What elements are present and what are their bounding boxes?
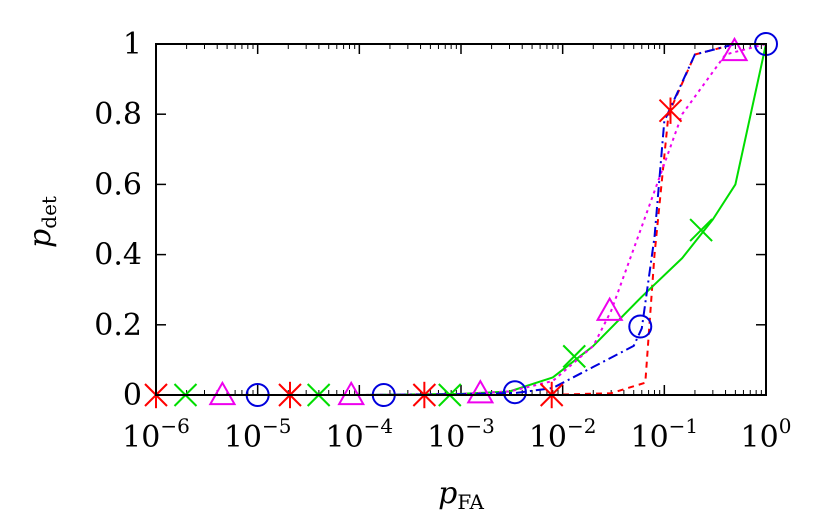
- marker-x: [689, 218, 713, 242]
- marker-x-stroke: [689, 218, 713, 242]
- y-tick-label: 0.6: [94, 167, 142, 202]
- marker-star: [658, 97, 683, 124]
- marker-triangle: [595, 296, 624, 321]
- x-tick-label: 10−2: [529, 414, 597, 455]
- markers-layer: [144, 32, 778, 409]
- x-tick-label-exp: −5: [262, 414, 291, 438]
- x-tick-label-base: 10: [325, 420, 363, 455]
- y-tick-label: 0: [123, 378, 142, 413]
- x-tick-label-exp: −3: [465, 414, 494, 438]
- y-tick-label: 0.4: [94, 238, 142, 273]
- series-layer: [156, 43, 767, 396]
- marker-triangle-shape: [466, 379, 495, 404]
- marker-triangle-shape: [720, 36, 749, 62]
- series-line-star: [156, 43, 766, 396]
- y-tick-label: 0.8: [94, 97, 142, 132]
- x-axis-label: pFA: [438, 476, 484, 514]
- marker-x: [562, 344, 586, 369]
- marker-triangle-shape: [595, 296, 624, 321]
- marker-triangle: [337, 380, 366, 406]
- marker-triangle: [466, 379, 495, 404]
- y-axis-label-base: p: [23, 229, 58, 248]
- marker-triangle: [208, 380, 237, 406]
- x-axis-label-base: p: [438, 476, 457, 511]
- x-tick-label-exp: −1: [669, 414, 698, 438]
- x-tick-label-exp: −4: [364, 414, 393, 438]
- x-tick-label-base: 10: [224, 420, 262, 455]
- x-tick-label-exp: −6: [160, 414, 189, 438]
- labels-layer: 10−6 10−5 10−4 10−3 10−2 10−1 10000.20.40.60.8…: [23, 27, 791, 514]
- marker-x-stroke: [562, 344, 586, 369]
- x-tick-label: 100: [741, 414, 792, 455]
- marker-triangle-shape: [337, 380, 366, 406]
- y-tick-label: 1: [123, 27, 142, 62]
- marker-circle-shape: [628, 314, 653, 339]
- marker-circle: [628, 314, 653, 339]
- x-tick-label: 10−1: [630, 414, 698, 455]
- marker-triangle-shape: [208, 380, 237, 406]
- x-tick-label: 10−5: [224, 414, 292, 455]
- x-tick-label-exp: 0: [779, 414, 792, 438]
- y-tick-label: 0.2: [94, 308, 142, 343]
- x-tick-label-exp: −2: [567, 414, 596, 438]
- marker-circle-shape: [502, 380, 527, 405]
- x-tick-label: 10−6: [122, 414, 190, 455]
- y-axis-label-sub: det: [37, 196, 61, 229]
- x-tick-label-base: 10: [427, 420, 465, 455]
- x-tick-label-base: 10: [741, 420, 779, 455]
- series-line-circle: [156, 43, 766, 396]
- marker-circle: [502, 380, 527, 405]
- plot-frame: [155, 43, 767, 396]
- x-tick-label: 10−3: [427, 414, 495, 455]
- x-axis-label-sub: FA: [457, 490, 484, 514]
- y-axis-label: pdet: [23, 196, 61, 248]
- x-tick-label-base: 10: [630, 420, 668, 455]
- x-tick-label-base: 10: [529, 420, 567, 455]
- x-tick-label: 10−4: [325, 414, 393, 455]
- marker-triangle: [720, 36, 749, 62]
- x-tick-label-base: 10: [122, 420, 160, 455]
